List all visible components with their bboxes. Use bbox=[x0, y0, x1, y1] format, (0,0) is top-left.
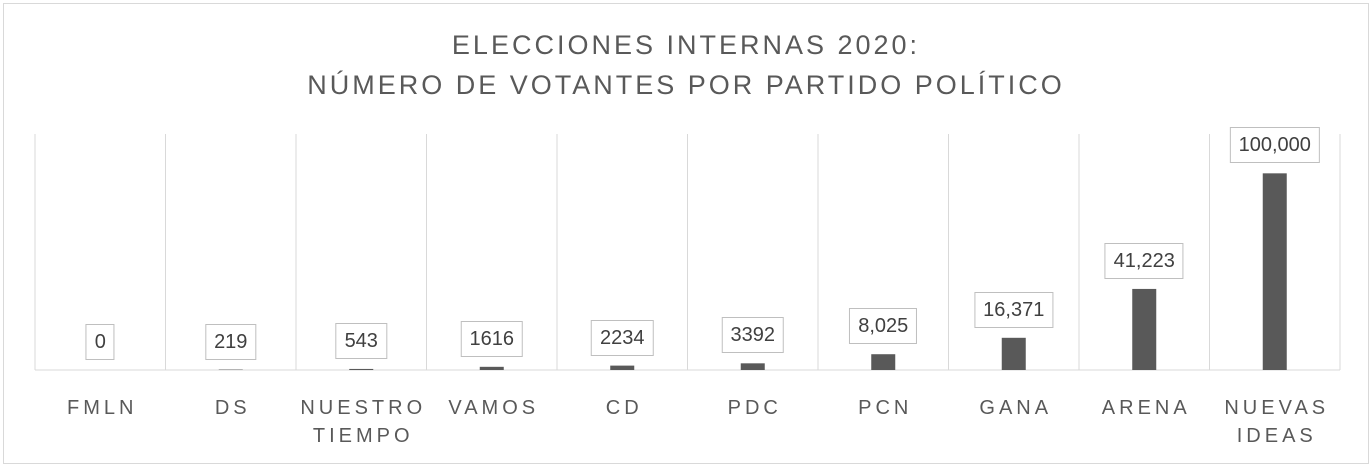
x-tick-label: GANA bbox=[979, 397, 1053, 419]
chart-title: ELECCIONES INTERNAS 2020: bbox=[451, 30, 921, 60]
bar bbox=[1001, 337, 1026, 370]
x-tick-label: PDC bbox=[727, 397, 782, 419]
bar bbox=[479, 366, 504, 370]
data-label: 3392 bbox=[721, 317, 784, 354]
data-label: 0 bbox=[85, 324, 115, 360]
bar bbox=[1132, 288, 1157, 370]
bar bbox=[610, 365, 635, 370]
x-tick-label: CD bbox=[605, 397, 643, 419]
x-tick-label: ARENA bbox=[1101, 397, 1191, 419]
bar bbox=[349, 368, 374, 370]
bar bbox=[871, 354, 896, 370]
x-tick-label: FMLN bbox=[67, 397, 138, 419]
data-label: 8,025 bbox=[849, 308, 918, 345]
data-label: 41,223 bbox=[1104, 242, 1184, 279]
x-tick-label: NUESTRO TIEMPO bbox=[300, 397, 427, 447]
bar bbox=[1262, 173, 1287, 370]
data-label: 16,371 bbox=[974, 291, 1054, 328]
x-tick-label: NUEVAS IDEAS bbox=[1224, 397, 1330, 447]
data-label: 100,000 bbox=[1229, 127, 1320, 164]
bar bbox=[740, 363, 765, 370]
data-label: 219 bbox=[205, 323, 257, 360]
data-label: 2234 bbox=[591, 319, 654, 356]
data-label: 543 bbox=[335, 322, 387, 359]
chart-border bbox=[3, 3, 1369, 464]
chart-subtitle: NÚMERO DE VOTANTES POR PARTIDO POLÍTICO bbox=[307, 70, 1065, 100]
x-tick-label: PCN bbox=[858, 397, 913, 419]
data-label: 1616 bbox=[460, 320, 523, 357]
x-tick-label: VAMOS bbox=[448, 397, 540, 419]
x-tick-label: DS bbox=[214, 397, 251, 419]
